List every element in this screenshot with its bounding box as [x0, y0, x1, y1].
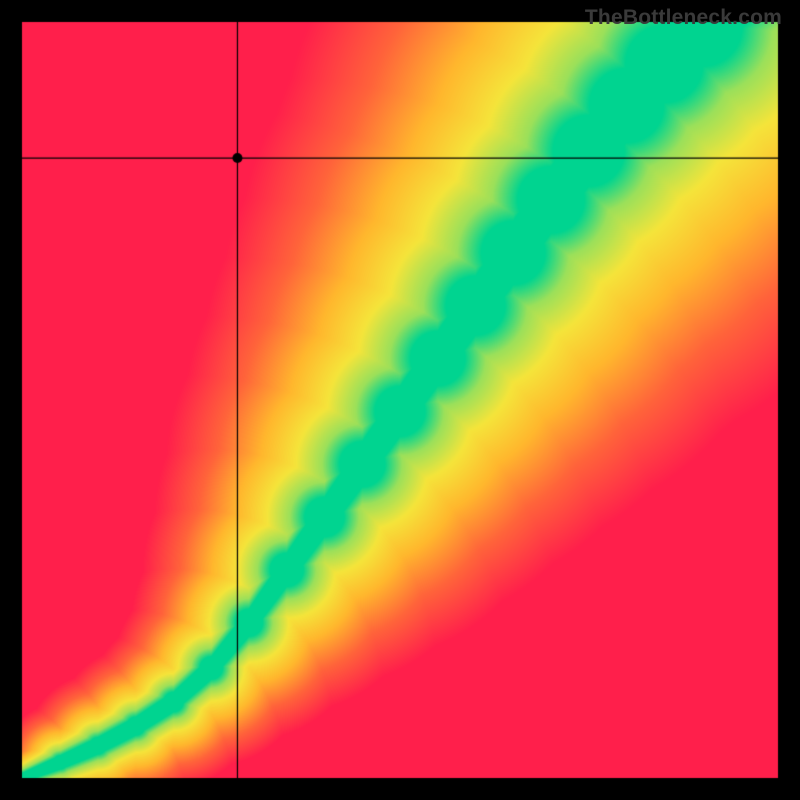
- watermark-text: TheBottleneck.com: [585, 6, 782, 30]
- heatmap-chart: [0, 0, 800, 800]
